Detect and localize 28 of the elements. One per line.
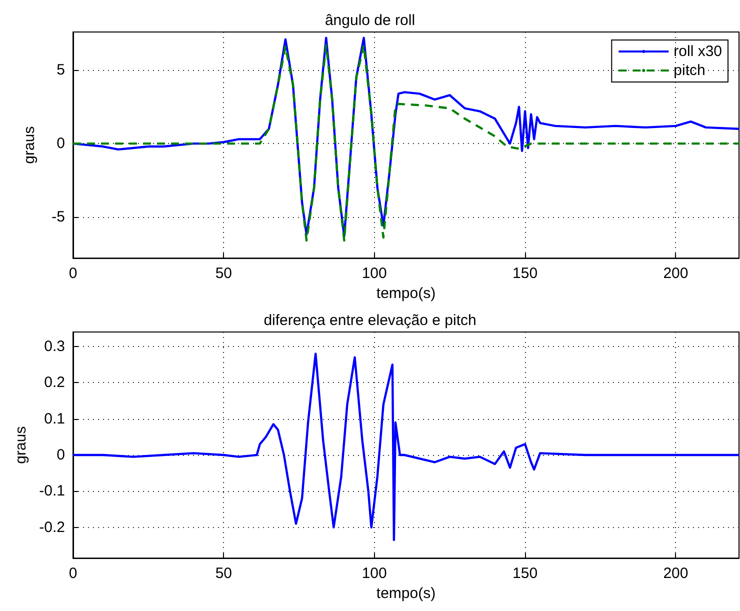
y-axis-title: graus	[21, 126, 38, 164]
x-tick-label: 50	[215, 565, 232, 582]
line-series	[72, 352, 740, 542]
x-axis-title: tempo(s)	[376, 585, 436, 602]
y-tick-label: 0.3	[44, 338, 65, 355]
x-tick-label: 150	[512, 265, 538, 282]
x-tick-label: 0	[68, 565, 78, 582]
legend-label: roll x30	[674, 43, 722, 60]
x-tick-label: 150	[512, 565, 538, 582]
y-tick-label: -0.2	[39, 518, 65, 536]
x-axis-title: tempo(s)	[376, 285, 436, 302]
y-tick-label: 0	[56, 446, 65, 464]
y-tick-label: -5	[52, 208, 65, 226]
legend-label: pitch	[674, 62, 706, 79]
y-tick-label: 0.1	[44, 410, 65, 428]
y-axis-title: graus	[12, 426, 30, 464]
y-tick-label: 0.2	[44, 374, 65, 392]
chart-title: diferença entre elevação e pitch	[264, 312, 476, 329]
x-tick-label: 200	[663, 265, 688, 282]
x-tick-label: 100	[362, 565, 387, 582]
x-tick-label: 50	[215, 265, 232, 282]
x-tick-label: 200	[663, 565, 688, 582]
y-tick-label: -0.1	[39, 482, 65, 500]
chart-title: ângulo de roll	[324, 12, 416, 29]
y-tick-label: 0	[56, 135, 65, 152]
x-tick-label: 0	[68, 265, 78, 282]
x-tick-label: 100	[362, 265, 387, 282]
y-tick-label: 5	[56, 62, 65, 79]
